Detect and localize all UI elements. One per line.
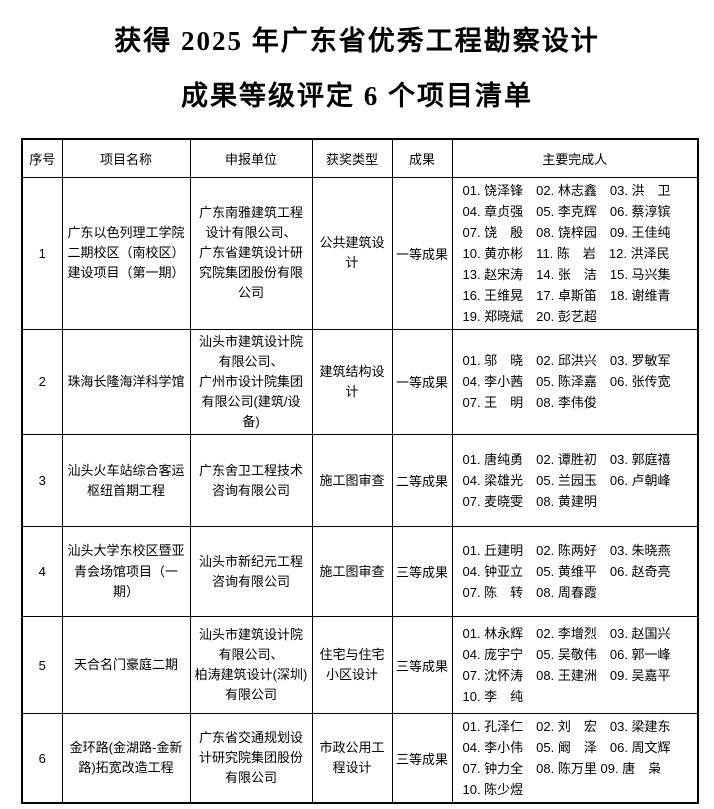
contributors-cell: 01. 林永辉 02. 李增烈 03. 赵国兴 04. 庞宇宁 05. 吴敬伟 … [451,616,699,715]
contributor-line: 10. 黄亦彬 11. 陈 岩 12. 洪泽民 [462,245,670,261]
table-row: 4 汕头大学东校区暨亚青会场馆项目（一期） 汕头市新纪元工程咨询有限公司 施工图… [21,526,699,618]
contributor-line: 01. 林永辉 02. 李增烈 03. 赵国兴 [462,626,671,642]
result-cell: 三等成果 [391,526,453,618]
award-type-cell: 住宅与住宅小区设计 [311,616,393,715]
table-row: 6 金环路(金湖路-金新路)拓宽改造工程 广东省交通规划设计研究院集团股份有限公… [21,713,699,804]
contributor-line: 07. 钟力全 08. 陈万里 09. 唐 枭 [462,761,662,777]
applicant-cell: 汕头市新纪元工程咨询有限公司 [189,526,313,618]
contributors-cell: 01. 邬 晓 02. 邱洪兴 03. 罗敏军 04. 李小茜 05. 陈泽嘉 … [451,328,699,436]
project-name-cell: 金环路(金湖路-金新路)拓宽改造工程 [61,713,191,804]
title-line-1: 获得 2025 年广东省优秀工程勘察设计 [114,26,600,56]
title-line-2: 成果等级评定 6 个项目清单 [181,81,533,111]
header-award-type: 获奖类型 [311,138,393,178]
serial-no-cell: 5 [21,616,63,715]
award-type-cell: 施工图审查 [311,526,393,618]
table-row: 3 汕头火车站综合客运枢纽首期工程 广东舍卫工程技术咨询有限公司 施工图审查 二… [21,434,699,528]
contributor-line: 01. 邬 晓 02. 邱洪兴 03. 罗敏军 [462,353,671,369]
project-name-cell: 汕头大学东校区暨亚青会场馆项目（一期） [61,526,191,618]
project-name-cell: 珠海长隆海洋科学馆 [61,328,191,436]
table-row: 2 珠海长隆海洋科学馆 汕头市建筑设计院有限公司、 广州市设计院集团有限公司(建… [21,328,699,436]
contributors-cell: 01. 孔泽仁 02. 刘 宏 03. 梁建东 04. 李小伟 05. 阚 泽 … [451,713,699,804]
applicant-cell: 汕头市建筑设计院 有限公司、 柏涛建筑设计(深圳) 有限公司 [189,616,313,715]
contributor-line: 04. 庞宇宁 05. 吴敬伟 06. 郭一峰 [462,647,671,663]
project-name-cell: 天合名门豪庭二期 [61,616,191,715]
contributor-line: 04. 李小伟 05. 阚 泽 06. 周文辉 [462,740,671,756]
contributor-line: 16. 王维晃 17. 卓斯笛 18. 谢维青 [462,287,671,303]
result-cell: 一等成果 [391,328,453,436]
contributor-line: 01. 唐纯勇 02. 谭胜初 03. 郭庭禧 [462,452,671,468]
award-type-cell: 公共建筑设计 [311,176,393,330]
contributors-cell: 01. 唐纯勇 02. 谭胜初 03. 郭庭禧 04. 梁雄光 05. 兰园玉 … [451,434,699,528]
header-result: 成果 [391,138,453,178]
contributor-line: 07. 麦晓雯 08. 黄建明 [462,494,597,510]
result-cell: 一等成果 [391,176,453,330]
contributor-line: 10. 陈少煜 [462,782,524,798]
contributor-line: 01. 丘建明 02. 陈两好 03. 朱晓燕 [462,543,671,559]
serial-no-cell: 3 [21,434,63,528]
contributor-line: 07. 沈怀涛 08. 王建洲 09. 吴嘉平 [462,668,671,684]
result-cell: 三等成果 [391,713,453,804]
applicant-cell: 广东舍卫工程技术咨询有限公司 [189,434,313,528]
contributor-line: 04. 李小茜 05. 陈泽嘉 06. 张传宽 [462,374,671,390]
result-cell: 三等成果 [391,616,453,715]
serial-no-cell: 1 [21,176,63,330]
contributor-line: 10. 李 纯 [462,689,524,705]
project-name-cell: 广东以色列理工学院二期校区（南校区）建设项目（第一期） [61,176,191,330]
contributor-line: 04. 钟亚立 05. 黄维平 06. 赵奇亮 [462,564,671,580]
contributor-line: 01. 孔泽仁 02. 刘 宏 03. 梁建东 [462,719,671,735]
applicant-cell: 汕头市建筑设计院有限公司、 广州市设计院集团有限公司(建筑/设备) [189,328,313,436]
serial-no-cell: 6 [21,713,63,804]
contributor-line: 19. 郑晓斌 20. 彭艺超 [462,308,597,324]
result-cell: 二等成果 [391,434,453,528]
table-row: 1 广东以色列理工学院二期校区（南校区）建设项目（第一期） 广东南雅建筑工程设计… [21,176,699,330]
contributors-cell: 01. 丘建明 02. 陈两好 03. 朱晓燕 04. 钟亚立 05. 黄维平 … [451,526,699,618]
award-type-cell: 建筑结构设计 [311,328,393,436]
contributor-line: 04. 章贞强 05. 李克辉 06. 蔡淳镔 [462,203,671,219]
header-main-contributors: 主要完成人 [451,138,699,178]
project-name-cell: 汕头火车站综合客运枢纽首期工程 [61,434,191,528]
award-type-cell: 施工图审查 [311,434,393,528]
award-project-table: 序号 项目名称 申报单位 获奖类型 成果 主要完成人 1 广东以色列理工学院二期… [21,138,699,805]
contributor-line: 07. 王 明 08. 李伟俊 [462,395,597,411]
header-project-name: 项目名称 [61,138,191,178]
applicant-cell: 广东省交通规划设计研究院集团股份有限公司 [189,713,313,804]
contributor-line: 07. 饶 殷 08. 饶梓园 09. 王佳纯 [462,224,671,240]
applicant-cell: 广东南雅建筑工程设计有限公司、 广东省建筑设计研究院集团股份有限公司 [189,176,313,330]
table-row: 5 天合名门豪庭二期 汕头市建筑设计院 有限公司、 柏涛建筑设计(深圳) 有限公… [21,616,699,715]
contributors-cell: 01. 饶泽锋 02. 林志鑫 03. 洪 卫 04. 章贞强 05. 李克辉 … [451,176,699,330]
table-header-row: 序号 项目名称 申报单位 获奖类型 成果 主要完成人 [21,138,699,178]
contributor-line: 01. 饶泽锋 02. 林志鑫 03. 洪 卫 [462,182,671,198]
serial-no-cell: 2 [21,328,63,436]
contributor-line: 04. 梁雄光 05. 兰园玉 06. 卢朝峰 [462,473,671,489]
header-applicant-unit: 申报单位 [189,138,313,178]
contributor-line: 13. 赵宋涛 14. 张 洁 15. 马兴集 [462,266,671,282]
header-serial-no: 序号 [21,138,63,178]
contributor-line: 07. 陈 转 08. 周春霞 [462,585,597,601]
document-title: 获得 2025 年广东省优秀工程勘察设计 成果等级评定 6 个项目清单 [0,14,714,124]
serial-no-cell: 4 [21,526,63,618]
award-type-cell: 市政公用工程设计 [311,713,393,804]
